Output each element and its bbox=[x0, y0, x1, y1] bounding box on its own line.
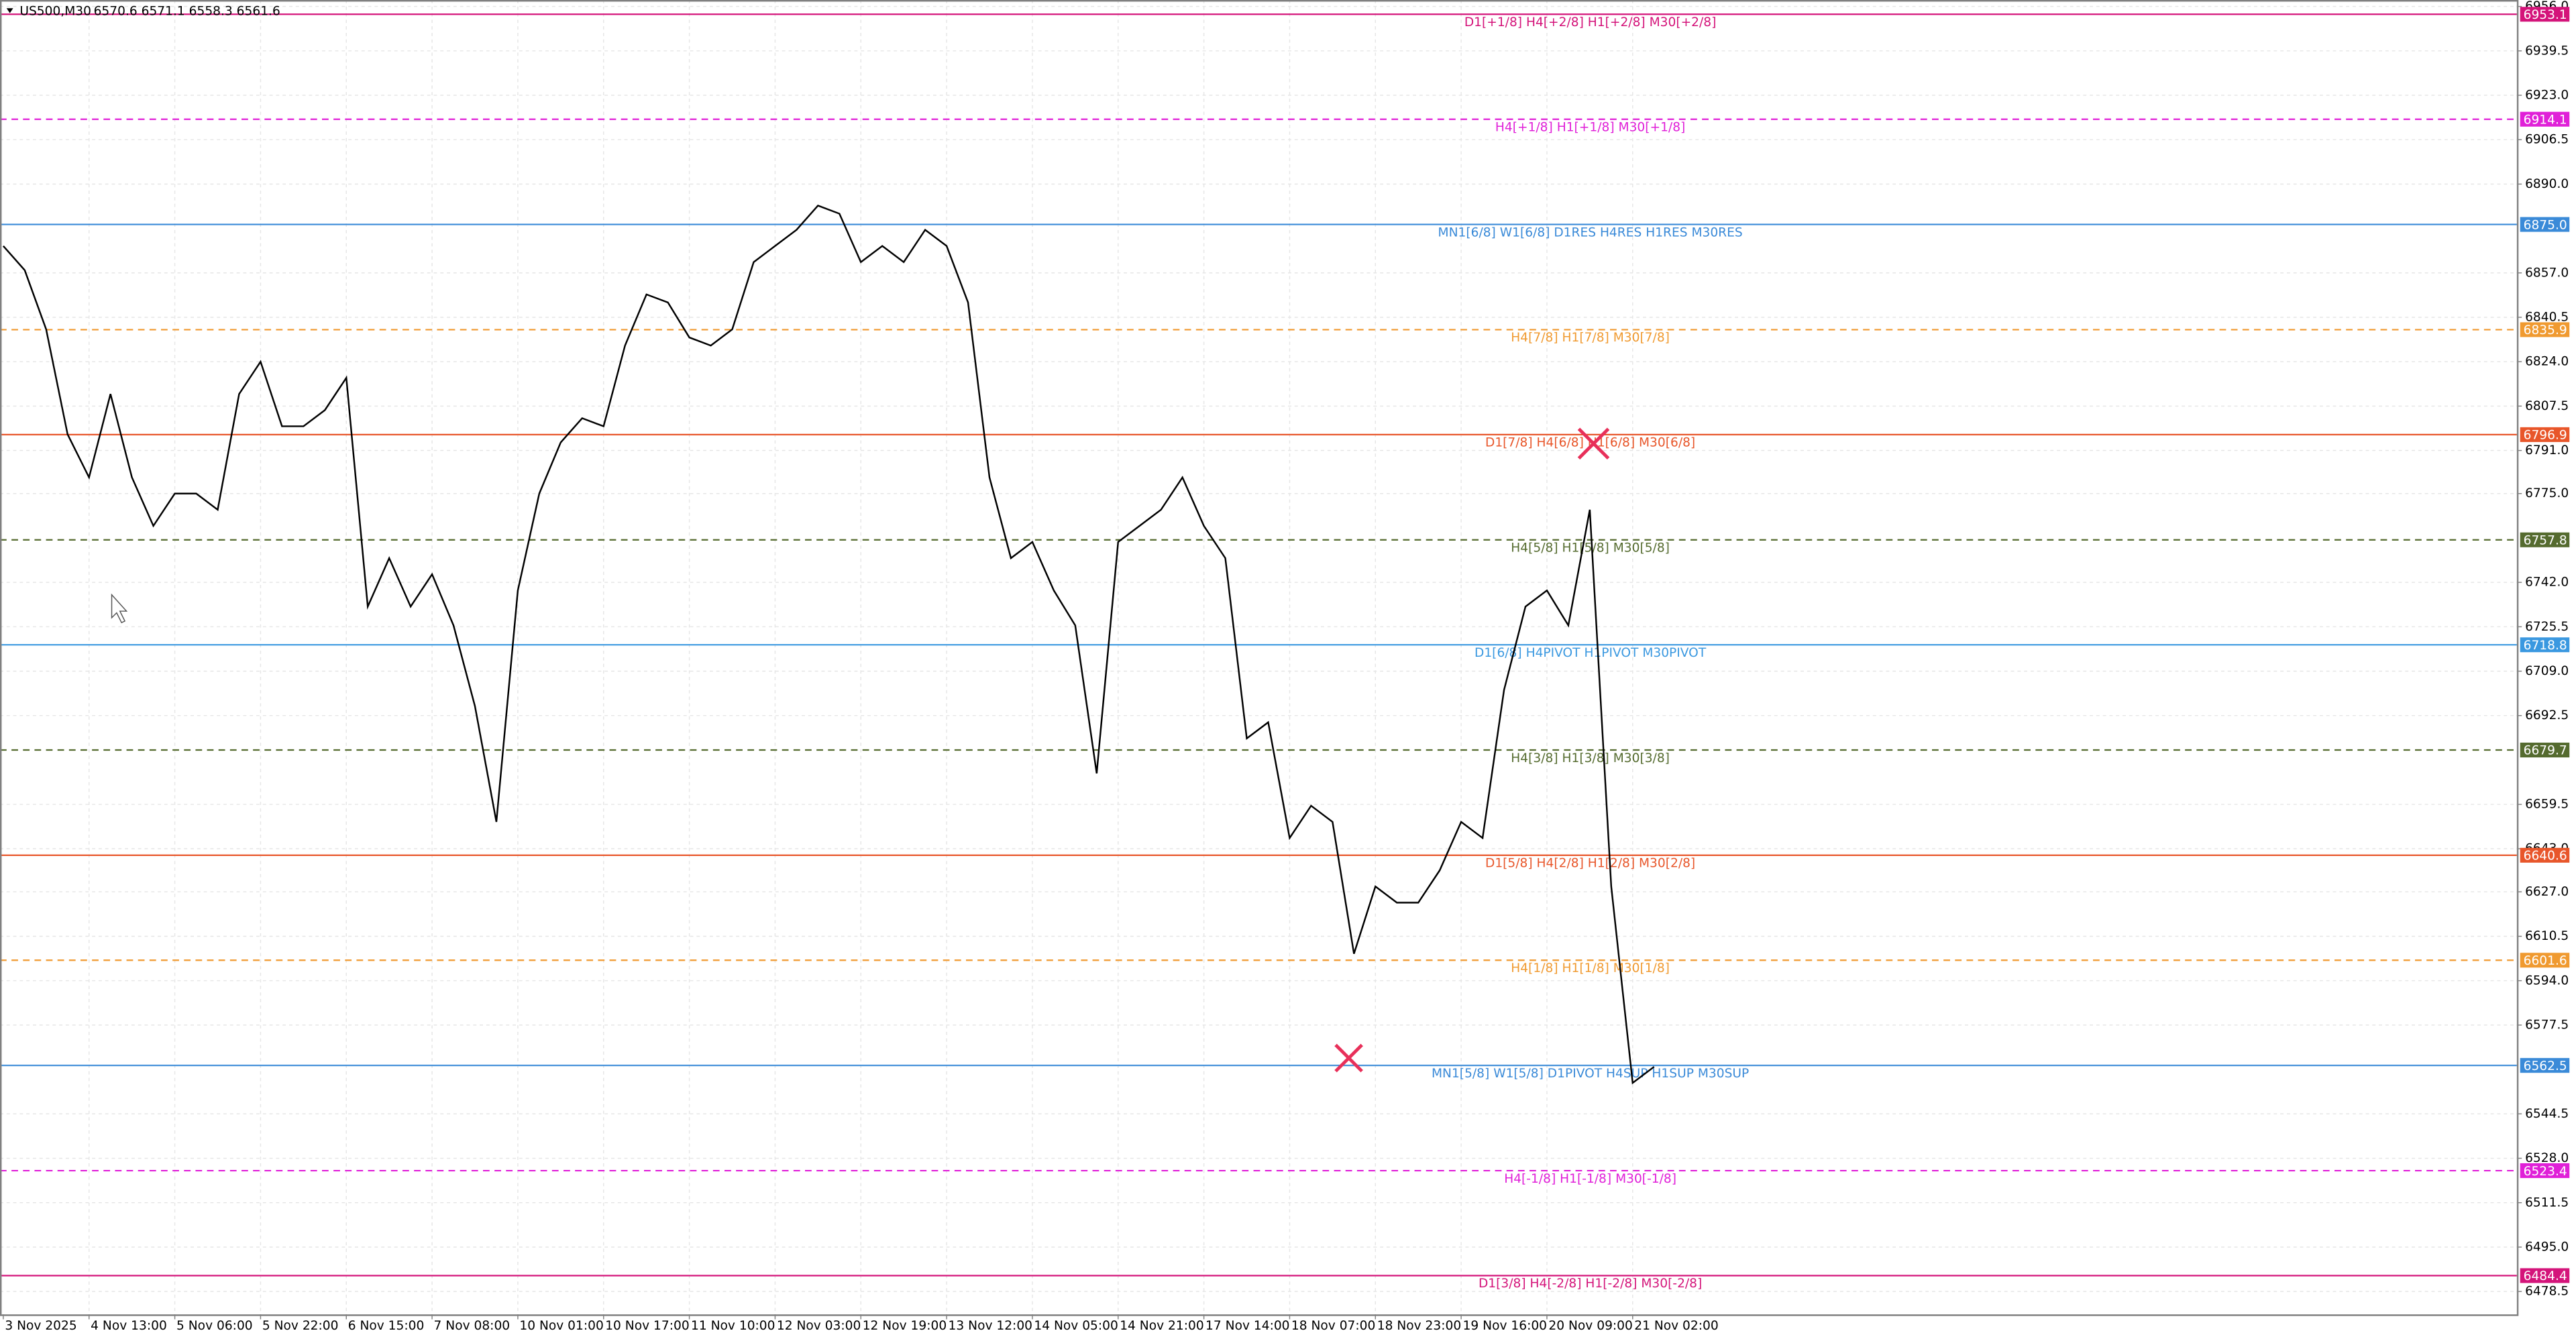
price-box bbox=[2520, 743, 2570, 758]
x-tick-label: 21 Nov 02:00 bbox=[1634, 1319, 1718, 1333]
price-box bbox=[2520, 322, 2570, 337]
y-tick-label: 6511.5 bbox=[2525, 1195, 2569, 1210]
header-arrow bbox=[6, 8, 13, 13]
level-label: D1[3/8] H4[-2/8] H1[-2/8] M30[-2/8] bbox=[1479, 1277, 1702, 1291]
quote: 6570.6 6571.1 6558.3 6561.6 bbox=[94, 5, 280, 19]
y-tick-label: 6627.0 bbox=[2525, 885, 2569, 899]
y-tick-label: 6906.5 bbox=[2525, 133, 2569, 147]
y-tick-label: 6692.5 bbox=[2525, 708, 2569, 722]
level-label: H4[+1/8] H1[+1/8] M30[+1/8] bbox=[1495, 120, 1685, 134]
x-tick-label: 14 Nov 05:00 bbox=[1034, 1319, 1118, 1333]
price-label: 6640.6 bbox=[2524, 849, 2567, 863]
price-label: 6875.0 bbox=[2524, 218, 2567, 232]
x-tick-label: 14 Nov 21:00 bbox=[1120, 1319, 1203, 1333]
price-line bbox=[2, 205, 1655, 1085]
level-label: D1[7/8] H4[6/8] H1[6/8] M30[6/8] bbox=[1485, 436, 1695, 450]
level-label: D1[5/8] H4[2/8] H1[2/8] M30[2/8] bbox=[1485, 857, 1695, 871]
price-box bbox=[2520, 1268, 2570, 1283]
y-tick-label: 6659.5 bbox=[2525, 798, 2569, 812]
x-tick-label: 10 Nov 17:00 bbox=[605, 1319, 689, 1333]
axes: 6956.06939.56923.06906.56890.06857.06840… bbox=[3, 0, 2570, 1333]
y-tick-label: 6725.5 bbox=[2525, 620, 2569, 634]
y-tick-label: 6840.5 bbox=[2525, 310, 2569, 324]
y-tick-label: 6923.0 bbox=[2525, 89, 2569, 103]
y-tick-label: 6890.0 bbox=[2525, 177, 2569, 191]
y-tick-label: 6709.0 bbox=[2525, 664, 2569, 678]
price-label: 6523.4 bbox=[2524, 1165, 2567, 1179]
price-label: 6718.8 bbox=[2524, 639, 2567, 653]
x-tick-label: 11 Nov 10:00 bbox=[691, 1319, 775, 1333]
level-label: H4[1/8] H1[1/8] M30[1/8] bbox=[1511, 961, 1670, 975]
x-tick-label: 6 Nov 15:00 bbox=[348, 1319, 425, 1333]
grid bbox=[0, 0, 2517, 1315]
plot-frame bbox=[0, 0, 2519, 1316]
price-box bbox=[2520, 1163, 2570, 1179]
y-tick-label: 6478.5 bbox=[2525, 1285, 2569, 1299]
cross-marker bbox=[1577, 427, 1610, 460]
price-box bbox=[2520, 532, 2570, 547]
x-tick-label: 4 Nov 13:00 bbox=[91, 1319, 167, 1333]
x-tick-label: 17 Nov 14:00 bbox=[1205, 1319, 1289, 1333]
x-tick-label: 5 Nov 06:00 bbox=[176, 1319, 253, 1333]
y-tick-label: 6577.5 bbox=[2525, 1018, 2569, 1032]
y-tick-label: 6775.0 bbox=[2525, 486, 2569, 500]
x-tick-label: 19 Nov 16:00 bbox=[1463, 1319, 1547, 1333]
cross-marker bbox=[1334, 1043, 1363, 1073]
level-label: H4[3/8] H1[3/8] M30[3/8] bbox=[1511, 751, 1670, 765]
x-tick-label: 7 Nov 08:00 bbox=[434, 1319, 511, 1333]
y-tick-label: 6610.5 bbox=[2525, 929, 2569, 943]
level-label: MN1[5/8] W1[5/8] D1PIVOT H4SUP H1SUP M30… bbox=[1432, 1067, 1749, 1081]
level-label: MN1[6/8] W1[6/8] D1RES H4RES H1RES M30RE… bbox=[1438, 225, 1743, 239]
price-label: 6835.9 bbox=[2524, 323, 2567, 337]
x-tick-label: 3 Nov 2025 bbox=[5, 1319, 76, 1333]
x-tick-label: 10 Nov 01:00 bbox=[519, 1319, 603, 1333]
x-tick-label: 12 Nov 03:00 bbox=[777, 1319, 861, 1333]
price-label: 6601.6 bbox=[2524, 954, 2567, 968]
price-box bbox=[2520, 7, 2570, 22]
price-label: 6953.1 bbox=[2524, 8, 2567, 22]
y-tick-label: 6495.0 bbox=[2525, 1240, 2569, 1254]
x-tick-label: 18 Nov 23:00 bbox=[1377, 1319, 1461, 1333]
y-tick-label: 6807.5 bbox=[2525, 399, 2569, 413]
y-tick-label: 6544.5 bbox=[2525, 1107, 2569, 1121]
y-tick-label: 6824.0 bbox=[2525, 355, 2569, 369]
price-label: 6562.5 bbox=[2524, 1059, 2567, 1073]
level-label: D1[+1/8] H4[+2/8] H1[+2/8] M30[+2/8] bbox=[1464, 15, 1717, 30]
price-label: 6757.8 bbox=[2524, 533, 2567, 547]
y-tick-label: 6528.0 bbox=[2525, 1151, 2569, 1165]
x-tick-label: 12 Nov 19:00 bbox=[863, 1319, 947, 1333]
plot bbox=[2, 205, 1655, 1085]
price-box bbox=[2520, 427, 2570, 442]
y-tick-label: 6939.5 bbox=[2525, 44, 2569, 58]
y-tick-label: 6857.0 bbox=[2525, 266, 2569, 280]
y-tick-label: 6791.0 bbox=[2525, 443, 2569, 458]
levels: D1[+1/8] H4[+2/8] H1[+2/8] M30[+2/8] H4[+… bbox=[0, 13, 2517, 1291]
level-label: H4[5/8] H1[5/8] M30[5/8] bbox=[1511, 541, 1670, 555]
price-box bbox=[2520, 847, 2570, 863]
price-label: 6914.1 bbox=[2524, 113, 2567, 127]
mouse-cursor bbox=[111, 593, 128, 624]
y-tick-label: 6742.0 bbox=[2525, 576, 2569, 590]
level-label: H4[7/8] H1[7/8] M30[7/8] bbox=[1511, 331, 1670, 345]
price-label: 6679.7 bbox=[2524, 744, 2567, 758]
price-label: 6796.9 bbox=[2524, 429, 2567, 443]
price-box bbox=[2520, 111, 2570, 127]
x-tick-label: 18 Nov 07:00 bbox=[1291, 1319, 1375, 1333]
price-box bbox=[2520, 637, 2570, 653]
price-box bbox=[2520, 953, 2570, 968]
level-label: H4[-1/8] H1[-1/8] M30[-1/8] bbox=[1504, 1172, 1676, 1186]
y-tick-label: 6594.0 bbox=[2525, 973, 2569, 987]
price-box bbox=[2520, 217, 2570, 232]
x-tick-label: 13 Nov 12:00 bbox=[949, 1319, 1032, 1333]
x-tick-label: 5 Nov 22:00 bbox=[262, 1319, 339, 1333]
level-label: D1[6/8] H4PIVOT H1PIVOT M30PIVOT bbox=[1474, 646, 1707, 660]
price-label: 6484.4 bbox=[2524, 1269, 2567, 1283]
x-tick-label: 20 Nov 09:00 bbox=[1548, 1319, 1632, 1333]
price-box bbox=[2520, 1058, 2570, 1073]
symbol: US500,M30 bbox=[19, 5, 91, 19]
